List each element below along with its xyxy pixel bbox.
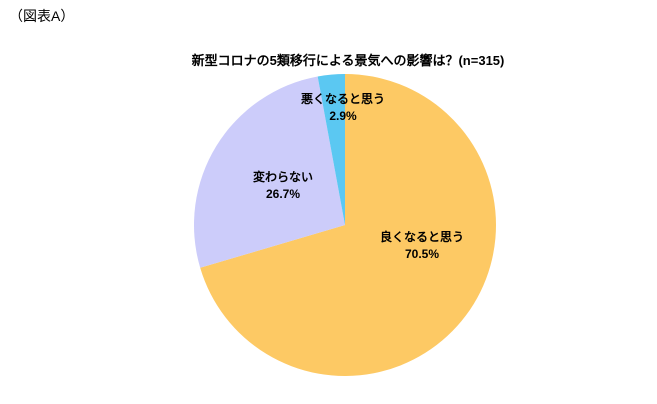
pie-label-better-value: 70.5% (404, 247, 440, 261)
pie-label-unchanged-value: 26.7% (265, 187, 301, 201)
pie-label-worse-value: 2.9% (329, 109, 357, 123)
figure-label: （図表A） (9, 8, 75, 24)
pie-chart (194, 74, 496, 376)
pie-label-unchanged-text: 変わらない (252, 170, 314, 184)
pie-label-worse-text: 悪くなると思う (300, 92, 386, 106)
pie-slice-0 (200, 74, 496, 376)
pie-label-better: 良くなると思う 70.5% (380, 229, 464, 263)
pie-label-unchanged: 変わらない 26.7% (253, 169, 313, 203)
pie-slice-2 (317, 74, 345, 225)
pie-label-better-text: 良くなると思う (379, 230, 465, 244)
pie-slice-1 (194, 76, 345, 268)
chart-title: 新型コロナの5類移行による景気への影響は？(n=315) (191, 53, 505, 68)
pie-label-worse: 悪くなると思う 2.9% (301, 91, 385, 125)
